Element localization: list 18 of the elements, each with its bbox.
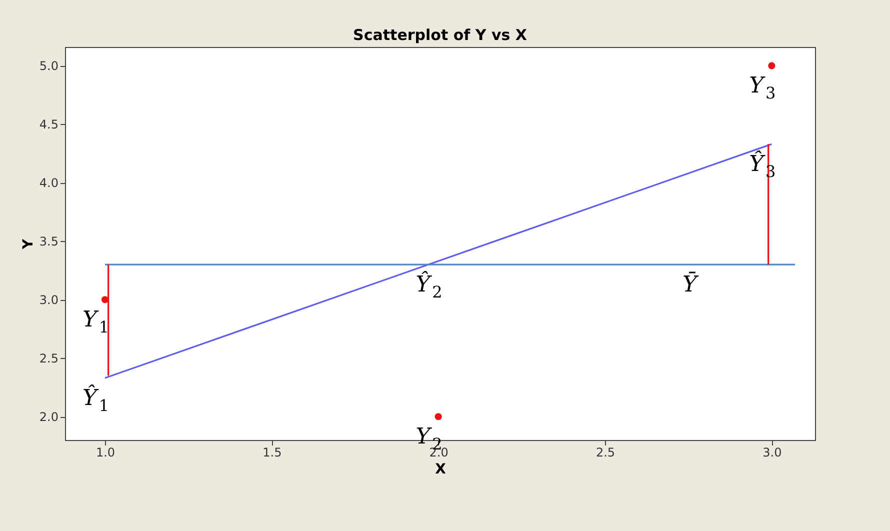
x-axis-title: X [435,462,446,478]
point [434,413,442,420]
y-tick-label: 3.5 [39,234,58,249]
y-tick-label: 2.5 [39,352,58,366]
x-tick-label: 2.5 [596,446,616,460]
x-tick-label: 3.0 [762,446,782,460]
point [768,62,776,70]
annotation: Ȳ [682,272,700,298]
y-tick-label: 4.5 [39,118,58,132]
y-tick-label: 2.0 [39,410,58,424]
y-axis-title: Y [20,238,36,250]
x-tick-label: 1.0 [96,446,116,460]
x-tick-label: 1.5 [262,446,282,460]
point [101,296,109,304]
y-tick-label: 5.0 [39,59,58,74]
chart-title: Scatterplot of Y vs X [353,26,528,44]
y-tick-label: 4.0 [39,176,58,190]
y-tick-label: 3.0 [39,293,58,308]
